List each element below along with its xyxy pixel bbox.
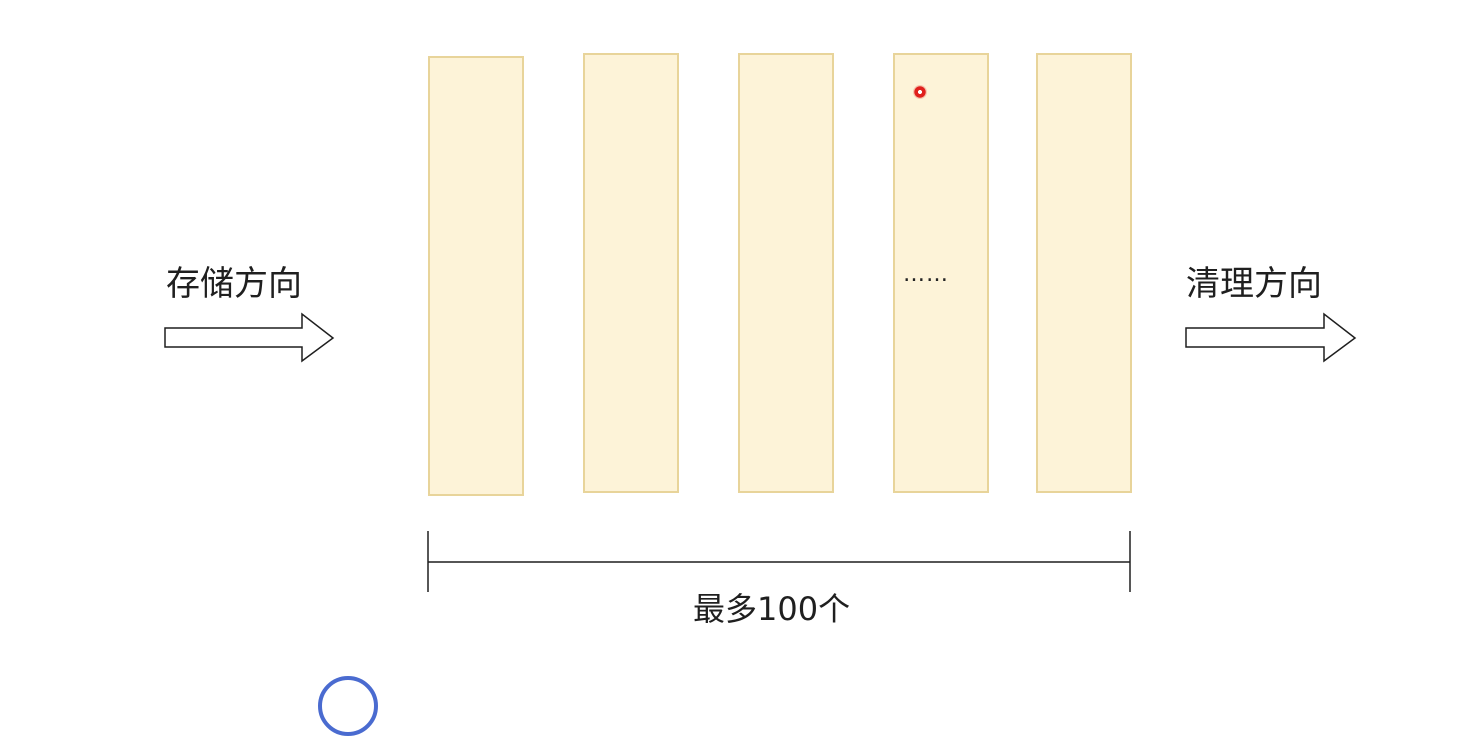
- queue-slot-5: [1036, 53, 1132, 493]
- max-count-label: 最多100个: [693, 590, 851, 628]
- circle-logo-icon: [318, 676, 378, 736]
- diagram-canvas: 存储方向 清理方向 …… 最多100个: [164, 53, 1357, 736]
- clean-direction-label: 清理方向: [1186, 264, 1322, 304]
- store-direction-label: 存储方向: [166, 264, 302, 304]
- ellipsis-text: ……: [903, 262, 949, 287]
- queue-slot-2: [583, 53, 679, 493]
- queue-slot-4: [893, 53, 989, 493]
- clean-direction-arrow-icon: [1185, 312, 1357, 363]
- diagram-lines: [164, 312, 1357, 592]
- queue-slot-1: [428, 56, 524, 496]
- pointer-cursor-icon: [913, 85, 927, 99]
- store-direction-arrow-icon: [164, 312, 335, 363]
- queue-slot-3: [738, 53, 834, 493]
